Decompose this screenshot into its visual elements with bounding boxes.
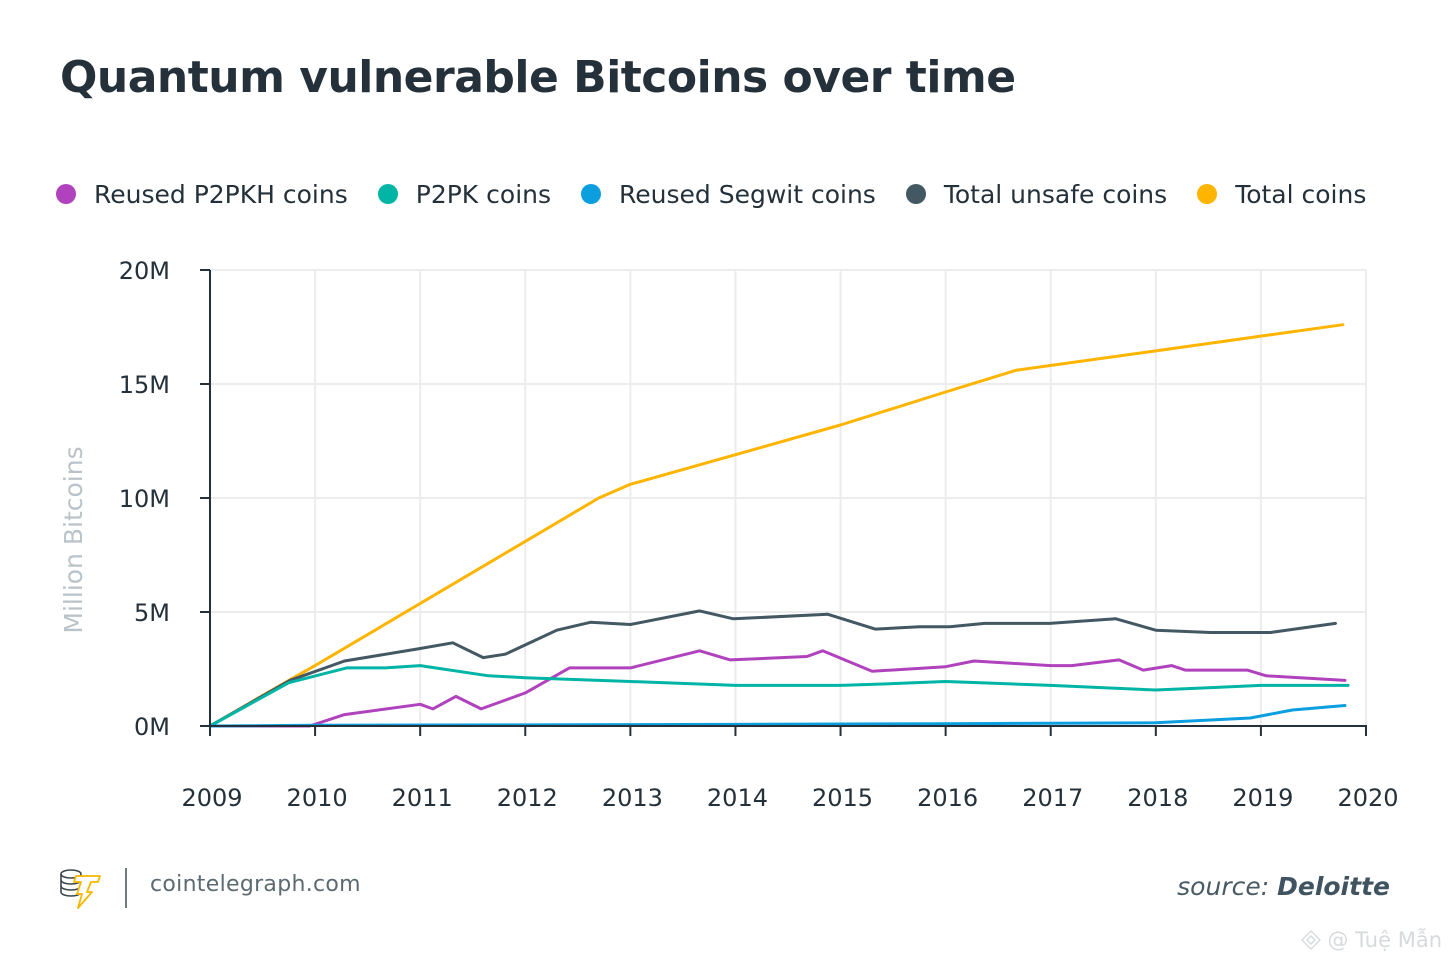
x-tick-label: 2018 (1127, 784, 1188, 812)
series-line-total-unsafe-coins (208, 609, 1337, 728)
series-line-total-coins (208, 323, 1345, 728)
legend-dot-icon (377, 184, 398, 204)
x-tick-label: 2011 (392, 784, 453, 812)
x-tick-label: 2009 (181, 784, 242, 812)
legend-dot-icon (1197, 184, 1218, 204)
y-tick-label: 20M (119, 257, 170, 285)
y-tick-label: 10M (119, 485, 170, 513)
y-tick-label: 0M (134, 713, 170, 741)
x-tick-label: 2010 (287, 784, 348, 812)
legend-label: Reused P2PKH coins (94, 179, 348, 209)
watermark: @ Tuệ Mẫn (1301, 928, 1442, 952)
y-axis-title: Million Bitcoins (59, 446, 88, 633)
legend: Reused P2PKH coins P2PK coins Reused Seg… (56, 176, 1396, 212)
legend-item-total-unsafe[interactable]: Total unsafe coins (905, 179, 1168, 209)
cointelegraph-logo-icon (58, 866, 104, 910)
watermark-text: @ Tuệ Mẫn (1327, 928, 1442, 952)
legend-dot-icon (581, 184, 602, 204)
x-tick-label: 2012 (497, 784, 558, 812)
x-tick-label: 2014 (707, 784, 768, 812)
footer-divider (125, 868, 127, 908)
legend-label: P2PK coins (415, 179, 552, 209)
x-tick-label: 2013 (602, 784, 663, 812)
chart-title: Quantum vulnerable Bitcoins over time (60, 52, 1016, 103)
legend-label: Reused Segwit coins (619, 179, 876, 209)
series-line-reused-p2pkh-coins (208, 649, 1347, 728)
x-tick-label: 2019 (1232, 784, 1293, 812)
x-tick-label: 2020 (1337, 784, 1398, 812)
legend-label: Total coins (1235, 179, 1367, 209)
legend-label: Total unsafe coins (943, 179, 1168, 209)
axes: 0M 5M 10M 15M 20M 2009 2010 2011 2012 2013 2014 201… (119, 257, 1399, 812)
x-tick-label: 2016 (917, 784, 978, 812)
binance-diamond-icon (1301, 930, 1322, 950)
legend-item-reused-segwit[interactable]: Reused Segwit coins (581, 180, 876, 209)
legend-dot-icon (905, 184, 926, 204)
legend-dot-icon (56, 184, 76, 204)
legend-item-p2pk[interactable]: P2PK coins (377, 179, 552, 209)
source-label: source: (1177, 872, 1270, 901)
series-line-p2pk-coins (208, 664, 1350, 728)
y-tick-label: 5M (134, 599, 170, 627)
legend-item-reused-p2pkh[interactable]: Reused P2PKH coins (56, 180, 348, 209)
y-tick-label: 15M (119, 371, 170, 399)
source-value: Deloitte (1277, 872, 1390, 901)
x-tick-label: 2015 (812, 784, 873, 812)
site-link[interactable]: cointelegraph.com (150, 872, 361, 897)
legend-item-total-coins[interactable]: Total coins (1197, 180, 1366, 209)
source-credit: source: Deloitte (1177, 872, 1390, 901)
grid-lines (210, 269, 1367, 726)
x-tick-label: 2017 (1022, 784, 1083, 812)
